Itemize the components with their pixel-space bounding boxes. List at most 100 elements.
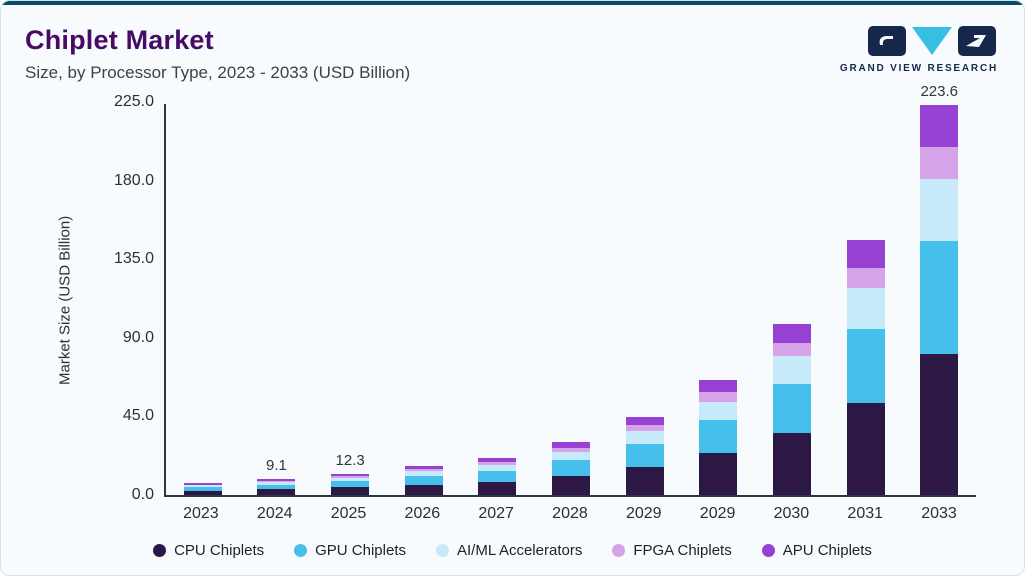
x-tick-label: 2033 xyxy=(921,505,957,522)
legend-label: AI/ML Accelerators xyxy=(457,542,583,559)
bar-segment-ai-ml-accelerators xyxy=(920,178,959,242)
bar-segment-gpu-chiplets xyxy=(404,476,443,485)
bar-stack xyxy=(699,379,738,495)
bar-segment-ai-ml-accelerators xyxy=(183,485,222,488)
brand-logo-text: GRAND VIEW RESEARCH xyxy=(839,63,998,74)
bar-segment-ai-ml-accelerators xyxy=(846,288,885,330)
legend-dot-icon xyxy=(612,544,626,557)
y-tick-label: 45.0 xyxy=(122,407,154,425)
bar-segment-fpga-chiplets xyxy=(404,469,443,472)
bar-segment-apu-chiplets xyxy=(920,104,959,148)
y-tick-label: 225.0 xyxy=(113,93,154,110)
bar-stack xyxy=(183,483,222,495)
plot-bars: 9.1 12.3 223.6 xyxy=(166,83,976,495)
bar-segment-ai-ml-accelerators xyxy=(625,431,664,445)
bar-segment-cpu-chiplets xyxy=(846,403,885,495)
bar-column-2024-1: 9.1 xyxy=(240,104,314,495)
legend-label: FPGA Chiplets xyxy=(633,542,732,559)
chart-title: Chiplet Market xyxy=(25,25,214,55)
bar-column-2029-7 xyxy=(681,104,755,495)
bar-segment-fpga-chiplets xyxy=(478,462,517,466)
bar-segment-apu-chiplets xyxy=(183,483,222,485)
legend-item-ai-ml-accelerators: AI/ML Accelerators xyxy=(436,542,582,559)
bar-segment-gpu-chiplets xyxy=(257,484,296,490)
bar-segment-gpu-chiplets xyxy=(478,471,517,482)
bar-segment-ai-ml-accelerators xyxy=(478,465,517,472)
bar-segment-cpu-chiplets xyxy=(404,484,443,495)
legend-item-apu-chiplets: APU Chiplets xyxy=(761,542,872,559)
bar-segment-apu-chiplets xyxy=(625,416,664,426)
bar-total-label: 9.1 xyxy=(266,457,287,475)
bar-segment-fpga-chiplets xyxy=(699,392,738,402)
bar-segment-fpga-chiplets xyxy=(846,267,885,289)
bar-segment-gpu-chiplets xyxy=(846,329,885,404)
bar-segment-ai-ml-accelerators xyxy=(772,356,811,384)
bar-segment-apu-chiplets xyxy=(478,458,517,463)
bar-stack: 12.3 xyxy=(331,452,370,495)
bar-segment-cpu-chiplets xyxy=(625,466,664,495)
bar-segment-fpga-chiplets xyxy=(772,342,811,357)
bar-segment-ai-ml-accelerators xyxy=(257,482,296,485)
chart-legend: CPU Chiplets GPU Chiplets AI/ML Accelerato… xyxy=(1,542,1024,559)
bar-segment-ai-ml-accelerators xyxy=(331,477,370,482)
bar-segment-cpu-chiplets xyxy=(772,433,811,495)
bar-stack: 9.1 xyxy=(257,457,296,495)
legend-dot-icon xyxy=(153,544,167,557)
bar-segment-cpu-chiplets xyxy=(331,487,370,495)
bar-segment-gpu-chiplets xyxy=(552,460,591,476)
y-tick-label: 90.0 xyxy=(122,328,154,346)
bar-column-2030-8 xyxy=(755,104,829,495)
bar-segment-cpu-chiplets xyxy=(183,490,222,495)
bar-column-2031-9 xyxy=(829,104,903,495)
bar-segment-apu-chiplets xyxy=(404,466,443,470)
legend-label: APU Chiplets xyxy=(782,542,872,559)
x-tick-label: 2029 xyxy=(699,505,736,522)
bar-segment-fpga-chiplets xyxy=(257,480,296,483)
bar-segment-ai-ml-accelerators xyxy=(404,471,443,477)
bar-segment-gpu-chiplets xyxy=(331,481,370,488)
bar-total-label: 12.3 xyxy=(335,451,365,469)
bar-segment-cpu-chiplets xyxy=(552,475,591,495)
y-tick-label: 135.0 xyxy=(113,250,154,268)
bar-column-2023-0 xyxy=(166,104,240,495)
bar-segment-cpu-chiplets xyxy=(699,453,738,495)
bar-segment-ai-ml-accelerators xyxy=(552,451,591,461)
x-tick-label: 2026 xyxy=(404,505,441,522)
bar-column-2033-10: 223.6 xyxy=(902,83,976,495)
x-axis-labels: 2023 2024 2025 2026 2027 2028 2029 2029 2030 2031… xyxy=(164,505,976,523)
bar-stack xyxy=(772,323,811,495)
bar-column-2026-3 xyxy=(387,104,461,495)
brand-logo-icon xyxy=(868,26,996,56)
bar-segment-apu-chiplets xyxy=(699,379,738,393)
bar-segment-ai-ml-accelerators xyxy=(699,401,738,421)
bar-segment-fpga-chiplets xyxy=(625,425,664,432)
y-tick-label: 0.0 xyxy=(131,486,154,503)
bar-segment-apu-chiplets xyxy=(331,473,370,476)
bar-column-2027-4 xyxy=(461,104,535,495)
legend-item-cpu-chiplets: CPU Chiplets xyxy=(153,542,264,559)
bar-stack xyxy=(846,240,885,495)
bar-segment-apu-chiplets xyxy=(772,323,811,343)
bar-segment-cpu-chiplets xyxy=(920,354,959,495)
bar-stack xyxy=(552,441,591,495)
bar-column-2025-2: 12.3 xyxy=(313,104,387,495)
bar-segment-gpu-chiplets xyxy=(772,383,811,434)
legend-item-fpga-chiplets: FPGA Chiplets xyxy=(612,542,732,559)
x-tick-label: 2029 xyxy=(625,505,662,522)
bar-segment-gpu-chiplets xyxy=(625,444,664,467)
legend-item-gpu-chiplets: GPU Chiplets xyxy=(294,542,406,559)
bar-stack: 223.6 xyxy=(920,83,959,495)
legend-label: CPU Chiplets xyxy=(174,542,265,559)
bar-segment-cpu-chiplets xyxy=(478,481,517,495)
bar-stack xyxy=(478,458,517,495)
x-tick-label: 2027 xyxy=(478,505,514,522)
bar-segment-apu-chiplets xyxy=(552,441,591,448)
bar-segment-apu-chiplets xyxy=(846,240,885,268)
x-tick-label: 2028 xyxy=(552,505,588,522)
y-axis-title: Market Size (USD Billion) xyxy=(56,215,74,386)
bar-segment-gpu-chiplets xyxy=(699,420,738,454)
plot-area: 0.0 45.0 90.0 135.0 180.0 225.0 9.1 12.3 223.6 xyxy=(114,83,976,503)
x-tick-label: 2024 xyxy=(256,505,293,522)
bar-total-label: 223.6 xyxy=(920,82,958,100)
